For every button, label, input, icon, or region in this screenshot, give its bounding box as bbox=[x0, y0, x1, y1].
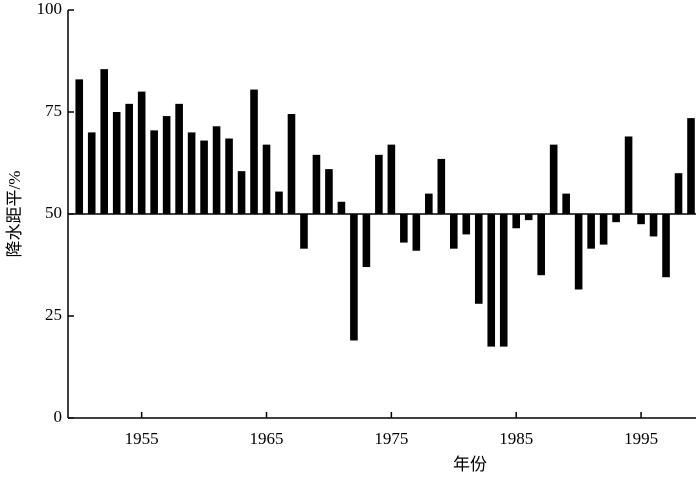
y-axis-label: 降水距平/% bbox=[5, 171, 24, 258]
x-axis-label: 年份 bbox=[453, 455, 487, 474]
x-tick-label: 1965 bbox=[250, 429, 284, 448]
bar bbox=[574, 214, 583, 290]
bar bbox=[262, 144, 271, 214]
bar bbox=[425, 193, 433, 214]
bar bbox=[412, 214, 421, 251]
bar bbox=[649, 214, 658, 237]
y-tick-label: 75 bbox=[45, 101, 62, 120]
bar bbox=[337, 201, 346, 214]
bar bbox=[612, 214, 620, 223]
bar bbox=[449, 214, 458, 249]
bar bbox=[225, 138, 233, 214]
bar bbox=[237, 171, 246, 214]
bar bbox=[637, 214, 645, 225]
bar bbox=[474, 214, 483, 304]
bar bbox=[100, 69, 109, 214]
bar bbox=[175, 103, 183, 214]
bar bbox=[87, 132, 96, 214]
bar bbox=[512, 214, 521, 229]
bar bbox=[75, 79, 84, 214]
bar bbox=[150, 130, 158, 214]
bar bbox=[662, 214, 670, 278]
bar bbox=[400, 214, 408, 243]
bar bbox=[549, 144, 558, 214]
bar bbox=[437, 158, 446, 214]
bar bbox=[537, 214, 545, 276]
bar bbox=[250, 89, 258, 214]
bar bbox=[200, 140, 208, 214]
y-tick-label: 100 bbox=[37, 0, 63, 18]
bar bbox=[212, 126, 221, 214]
bar bbox=[587, 214, 595, 249]
x-tick-label: 1995 bbox=[624, 429, 658, 448]
bar bbox=[487, 214, 496, 347]
bar bbox=[524, 214, 533, 221]
bar bbox=[187, 132, 196, 214]
bar bbox=[462, 214, 471, 235]
bar bbox=[312, 154, 321, 214]
bar bbox=[112, 112, 121, 214]
x-tick-label: 1975 bbox=[374, 429, 408, 448]
x-tick-label: 1985 bbox=[499, 429, 533, 448]
bar bbox=[162, 116, 171, 214]
bar bbox=[125, 103, 133, 214]
bar bbox=[362, 214, 371, 268]
bar bbox=[375, 154, 383, 214]
bar bbox=[287, 114, 296, 214]
y-tick-label: 25 bbox=[45, 305, 62, 324]
bar bbox=[300, 214, 308, 249]
bar bbox=[562, 193, 570, 214]
y-tick-label: 50 bbox=[45, 203, 62, 222]
bar bbox=[674, 173, 683, 214]
bar bbox=[499, 214, 508, 347]
x-tick-label: 1955 bbox=[125, 429, 159, 448]
bar bbox=[599, 214, 608, 245]
bar bbox=[325, 169, 333, 214]
bar bbox=[275, 191, 283, 214]
bar bbox=[350, 214, 358, 341]
bar bbox=[687, 118, 695, 214]
bar bbox=[137, 91, 146, 214]
bar bbox=[624, 136, 633, 214]
bar bbox=[387, 144, 396, 214]
y-tick-label: 0 bbox=[54, 407, 63, 426]
